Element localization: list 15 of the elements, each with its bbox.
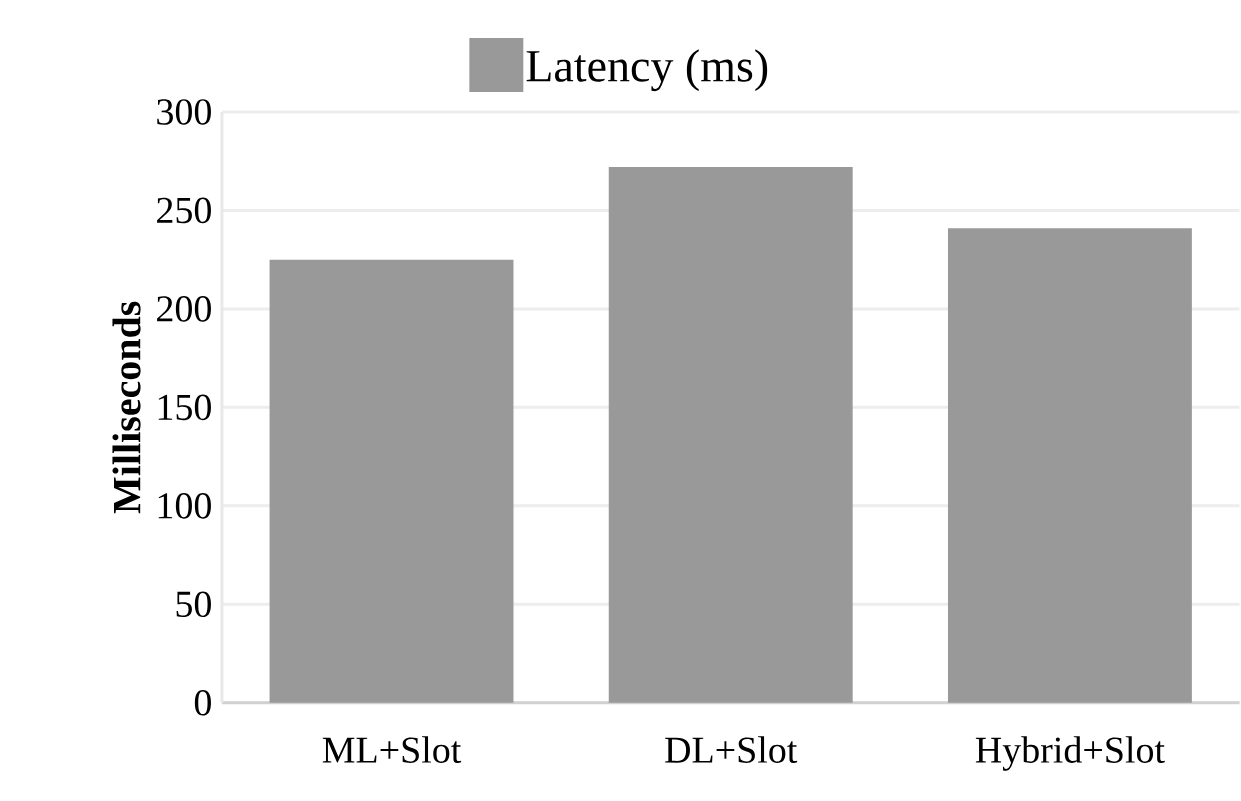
y-tick-label: 300 [157, 99, 211, 125]
y-tick-label: 0 [194, 690, 211, 716]
y-tick-label: 250 [157, 197, 211, 224]
bar [947, 228, 1192, 703]
x-tick-label: Hybrid+Slot [975, 736, 1165, 771]
x-tick-label: ML+Slot [322, 736, 462, 764]
bar [608, 167, 853, 703]
y-tick-label: 200 [157, 296, 211, 322]
legend-label: Latency (ms) [526, 49, 768, 92]
x-tick-label: DL+Slot [665, 736, 798, 764]
y-tick-label: 50 [176, 591, 211, 618]
y-tick-label: 100 [158, 493, 211, 519]
y-tick-label: 150 [158, 394, 211, 421]
bar [269, 259, 514, 703]
y-axis-title: Milliseconds [112, 301, 141, 514]
